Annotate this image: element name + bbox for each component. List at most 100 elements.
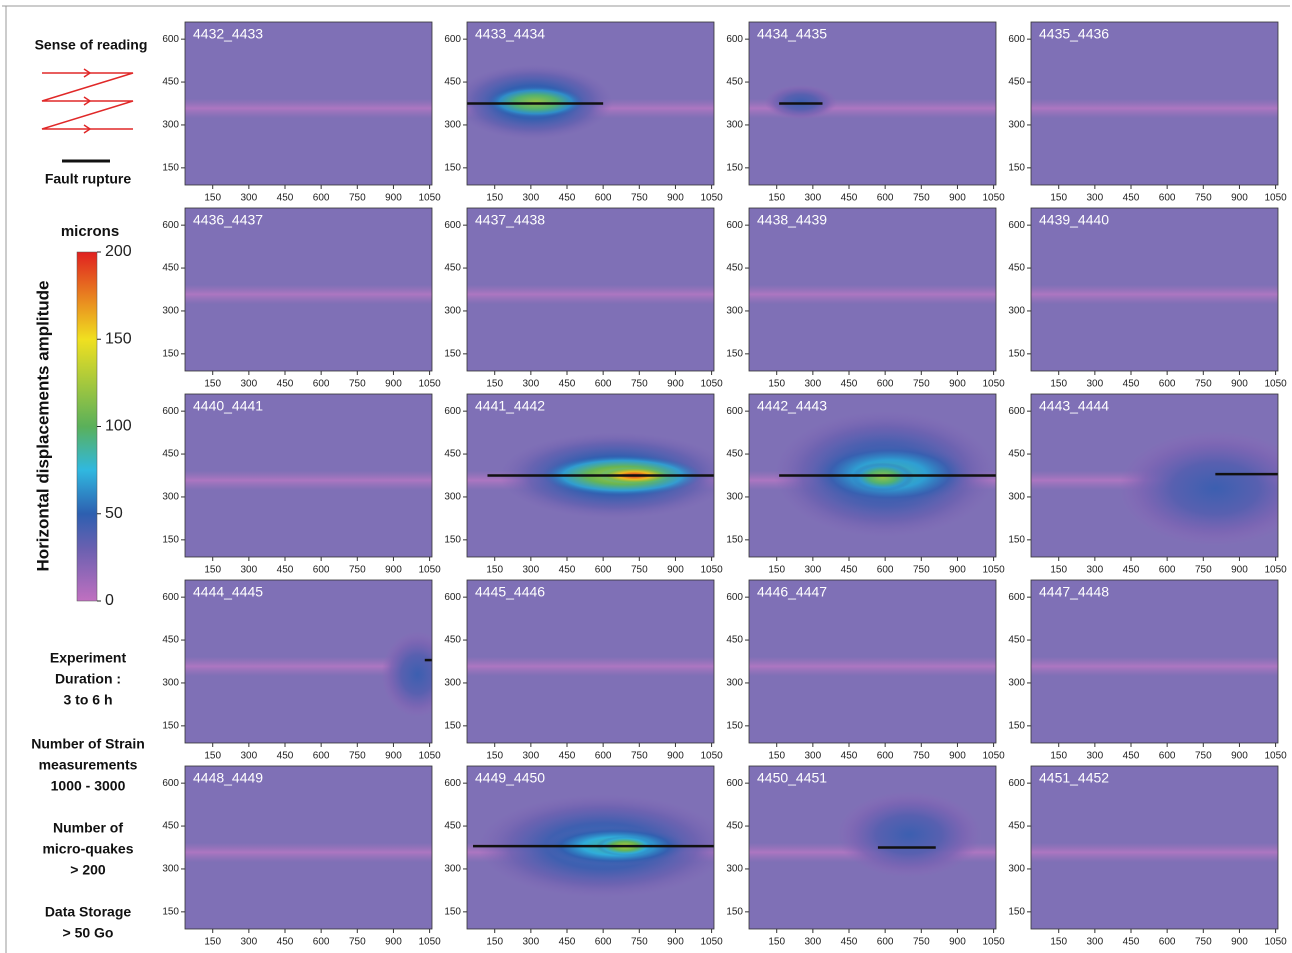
y-tick-label: 300 <box>1008 306 1025 317</box>
y-tick-label: 450 <box>162 77 179 88</box>
y-tick-label: 300 <box>162 492 179 503</box>
y-tick-label: 150 <box>726 720 743 731</box>
y-tick-label: 450 <box>1008 821 1025 832</box>
x-tick-label: 750 <box>913 379 930 390</box>
panel-label: 4434_4435 <box>757 26 827 42</box>
x-tick-label: 300 <box>805 937 822 948</box>
x-tick-label: 600 <box>877 565 894 576</box>
x-tick-label: 600 <box>595 937 612 948</box>
panel-label: 4440_4441 <box>193 398 263 414</box>
y-tick-label: 150 <box>444 348 461 359</box>
panel-label: 4449_4450 <box>475 770 545 786</box>
x-tick-label: 900 <box>385 193 402 204</box>
x-tick-label: 900 <box>667 565 684 576</box>
x-tick-label: 150 <box>768 379 785 390</box>
x-tick-label: 750 <box>349 565 366 576</box>
x-tick-label: 900 <box>1231 937 1248 948</box>
x-tick-label: 450 <box>277 379 294 390</box>
x-tick-label: 450 <box>1123 193 1140 204</box>
y-tick-label: 450 <box>444 77 461 88</box>
panel: 4448_4449 150 300 450 600 750 900 1050 150 300 450… <box>162 765 441 948</box>
y-tick-label: 150 <box>162 720 179 731</box>
panel-frame <box>466 393 715 558</box>
panel: 4450_4451 150 300 450 600 750 900 1050 150 300 450… <box>726 765 1005 948</box>
x-tick-label: 600 <box>595 565 612 576</box>
x-tick-label: 150 <box>486 565 503 576</box>
y-tick-label: 150 <box>1008 906 1025 917</box>
panel-label: 4443_4444 <box>1039 398 1109 414</box>
colorbar-tick-label: 150 <box>105 330 132 347</box>
y-tick-label: 150 <box>162 348 179 359</box>
panel-label: 4444_4445 <box>193 584 263 600</box>
x-tick-label: 300 <box>805 379 822 390</box>
colorbar-ramp <box>76 251 98 602</box>
note-line: Number of <box>53 820 123 836</box>
panels: 4432_4433 150 300 450 600 750 900 1050 150 300 450… <box>162 21 1287 948</box>
x-tick-label: 900 <box>949 193 966 204</box>
x-tick-label: 900 <box>1231 751 1248 762</box>
y-tick-label: 600 <box>726 220 743 231</box>
displacement-zone <box>851 462 915 492</box>
x-tick-label: 150 <box>1050 193 1067 204</box>
x-tick-label: 1050 <box>418 937 441 948</box>
panel: 4451_4452 150 300 450 600 750 900 1050 150 300 450… <box>1008 765 1287 948</box>
panel-label: 4442_4443 <box>757 398 827 414</box>
panel-map <box>467 580 714 743</box>
x-tick-label: 450 <box>559 937 576 948</box>
reading-arrows <box>41 68 134 134</box>
x-tick-label: 750 <box>1195 379 1212 390</box>
y-tick-label: 600 <box>1008 406 1025 417</box>
panel-label: 4450_4451 <box>757 770 827 786</box>
y-tick-label: 600 <box>444 592 461 603</box>
panel-frame <box>748 207 997 372</box>
panel: 4438_4439 150 300 450 600 750 900 1050 150 300 450… <box>726 207 1005 390</box>
colorbar-tick-label: 200 <box>105 243 132 260</box>
x-tick-label: 600 <box>877 937 894 948</box>
x-tick-label: 150 <box>768 751 785 762</box>
x-tick-label: 1050 <box>1264 565 1287 576</box>
colorbar-tick-label: 100 <box>105 418 132 435</box>
note-line: Data Storage <box>45 904 132 920</box>
panel-label: 4435_4436 <box>1039 26 1109 42</box>
y-tick-label: 600 <box>444 220 461 231</box>
panel-stripe <box>185 470 432 491</box>
displacement-zone <box>836 791 982 878</box>
x-tick-label: 900 <box>667 751 684 762</box>
y-tick-label: 450 <box>162 449 179 460</box>
y-tick-label: 300 <box>162 120 179 131</box>
y-tick-label: 300 <box>726 864 743 875</box>
panel: 4435_4436 150 300 450 600 750 900 1050 150 300 450… <box>1008 21 1287 204</box>
panel-map <box>185 394 432 557</box>
y-tick-label: 300 <box>726 306 743 317</box>
x-tick-label: 750 <box>631 379 648 390</box>
x-tick-label: 300 <box>1087 193 1104 204</box>
colorbar-tick-label: 50 <box>105 505 123 522</box>
x-tick-label: 450 <box>559 565 576 576</box>
x-tick-label: 1050 <box>418 379 441 390</box>
y-tick-label: 150 <box>726 162 743 173</box>
panel: 4447_4448 150 300 450 600 750 900 1050 150 300 450… <box>1008 579 1287 762</box>
panel: 4434_4435 150 300 450 600 750 900 1050 150 300 450… <box>726 21 1005 204</box>
panel: 4446_4447 150 300 450 600 750 900 1050 150 300 450… <box>726 579 1005 762</box>
y-tick-label: 150 <box>726 348 743 359</box>
y-tick-label: 450 <box>1008 635 1025 646</box>
x-tick-label: 1050 <box>700 937 723 948</box>
x-tick-label: 750 <box>631 565 648 576</box>
panel-label: 4448_4449 <box>193 770 263 786</box>
y-tick-label: 150 <box>162 162 179 173</box>
x-tick-label: 1050 <box>982 937 1005 948</box>
x-tick-label: 1050 <box>418 193 441 204</box>
y-tick-label: 600 <box>162 778 179 789</box>
x-tick-label: 750 <box>913 565 930 576</box>
y-tick-label: 300 <box>162 306 179 317</box>
x-tick-label: 600 <box>313 565 330 576</box>
x-tick-label: 900 <box>949 379 966 390</box>
panel-frame <box>466 207 715 372</box>
note-line: micro-quakes <box>42 841 133 857</box>
x-tick-label: 300 <box>1087 937 1104 948</box>
y-tick-label: 450 <box>726 77 743 88</box>
y-tick-label: 450 <box>726 821 743 832</box>
panel-frame <box>184 765 433 930</box>
x-tick-label: 600 <box>1159 751 1176 762</box>
panel-label: 4438_4439 <box>757 212 827 228</box>
